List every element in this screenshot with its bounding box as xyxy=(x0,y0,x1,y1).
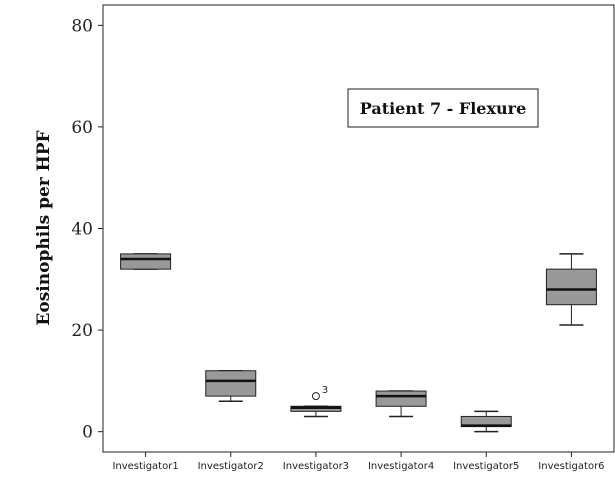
y-tick-label: 80 xyxy=(71,16,93,36)
x-tick-label: Investigator6 xyxy=(538,461,604,472)
x-axis-labels: Investigator1 Investigator2 Investigator3 I… xyxy=(112,452,605,472)
iqr-box xyxy=(375,390,427,407)
box-group xyxy=(120,253,172,270)
x-tick-label: Investigator2 xyxy=(198,461,264,472)
box-group xyxy=(205,369,257,402)
y-tick-label: 0 xyxy=(82,423,93,443)
axes xyxy=(102,4,615,453)
plot-frame xyxy=(102,4,615,453)
box-group xyxy=(460,410,512,433)
iqr-box xyxy=(120,253,172,270)
y-tick-label: 60 xyxy=(71,118,93,138)
x-tick-label: Investigator1 xyxy=(112,461,178,472)
x-tick-label: Investigator4 xyxy=(368,461,434,472)
y-axis-ticks: 0 20 40 60 80 xyxy=(71,16,103,443)
box-group xyxy=(375,390,427,418)
box-group: 3 xyxy=(290,385,342,418)
x-tick-label: Investigator5 xyxy=(453,461,519,472)
title-box: Patient 7 - Flexure xyxy=(347,88,539,128)
y-tick-label: 20 xyxy=(71,321,93,341)
x-tick-label: Investigator3 xyxy=(283,461,349,472)
title-frame xyxy=(347,88,539,128)
y-axis-label: Eosinophils per HPF xyxy=(34,130,54,325)
outlier-label: 3 xyxy=(322,385,328,396)
iqr-box xyxy=(545,268,597,306)
y-tick-label: 40 xyxy=(71,220,93,240)
boxes: 3 xyxy=(120,253,597,433)
iqr-box xyxy=(205,370,257,397)
outlier-point xyxy=(311,392,320,401)
chart-title: Patient 7 - Flexure xyxy=(360,99,527,118)
box-group xyxy=(545,253,597,326)
